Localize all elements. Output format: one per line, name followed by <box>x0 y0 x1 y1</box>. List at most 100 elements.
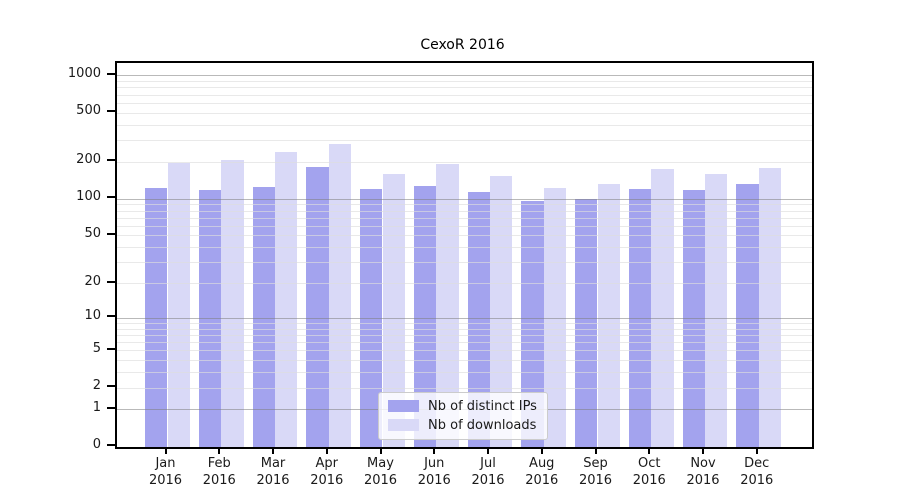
x-axis-tick-label: Aug 2016 <box>525 456 559 488</box>
y-axis-tick-label: 10 <box>84 308 101 324</box>
gridline-minor <box>117 334 812 336</box>
y-axis-tick-label: 5 <box>92 340 101 356</box>
x-axis-tick-label: Feb 2016 <box>202 456 236 488</box>
y-axis-tick <box>107 72 115 75</box>
x-axis-tick <box>325 447 328 454</box>
x-axis-tick-label: Oct 2016 <box>632 456 666 488</box>
bar-downloads <box>167 163 190 447</box>
gridline-minor <box>117 140 812 142</box>
y-axis-tick-label: 20 <box>84 273 101 289</box>
legend: Nb of distinct IPs Nb of downloads <box>378 392 548 440</box>
gridline-major <box>117 75 812 77</box>
gridline-minor <box>117 350 812 352</box>
gridline-minor <box>117 342 812 343</box>
bar-distinct-ips <box>736 183 759 447</box>
bar-downloads <box>490 175 513 447</box>
gridline-major <box>117 317 812 319</box>
bar-downloads <box>328 143 352 447</box>
x-axis-tick <box>272 447 274 454</box>
x-axis-tick <box>487 447 489 454</box>
y-axis-tick <box>107 159 115 162</box>
y-axis-tick-label: 500 <box>76 103 101 119</box>
x-axis-tick <box>702 447 704 454</box>
gridline-minor <box>117 262 812 264</box>
x-axis-tick-label: Dec 2016 <box>740 456 774 488</box>
gridline-major <box>117 198 812 200</box>
x-axis-tick <box>755 447 758 454</box>
bar-downloads <box>382 174 405 447</box>
gridline-minor <box>117 204 812 206</box>
gridline-minor <box>117 372 812 374</box>
x-axis-tick <box>218 447 221 454</box>
bar-downloads <box>436 164 459 447</box>
bar-downloads <box>651 169 674 447</box>
gridline-minor <box>117 87 812 89</box>
gridline-minor <box>117 210 812 212</box>
legend-item-downloads: Nb of downloads <box>388 417 537 433</box>
y-axis-tick <box>107 232 115 235</box>
x-axis-tick-label: Apr 2016 <box>310 456 344 488</box>
bar-downloads <box>275 152 298 447</box>
bar-distinct-ips <box>467 192 490 447</box>
legend-label-distinct-ips: Nb of distinct IPs <box>428 398 537 414</box>
y-axis-tick-label: 1 <box>92 399 101 415</box>
y-axis-tick-label: 0 <box>92 437 101 452</box>
legend-item-distinct-ips: Nb of distinct IPs <box>388 398 537 414</box>
y-axis-tick <box>107 347 115 350</box>
x-axis-tick-label: May 2016 <box>363 456 398 488</box>
gridline-minor <box>117 124 812 126</box>
y-axis-tick <box>107 315 115 318</box>
y-axis-tick <box>107 385 115 387</box>
x-axis-tick <box>379 447 382 454</box>
y-axis-tick <box>107 406 115 409</box>
bar-downloads <box>758 168 782 447</box>
bar-downloads <box>221 160 244 447</box>
x-axis-tick-label: Nov 2016 <box>686 456 720 488</box>
y-axis-tick-label: 1000 <box>67 65 101 81</box>
x-axis-tick-label: Mar 2016 <box>256 456 290 488</box>
legend-swatch-distinct-ips <box>388 400 419 412</box>
gridline-minor <box>117 102 812 104</box>
bar-distinct-ips <box>252 187 275 447</box>
x-axis-tick-label: Sep 2016 <box>578 456 613 488</box>
y-axis-tick-label: 50 <box>84 225 101 241</box>
y-axis-tick <box>107 280 115 283</box>
bar-distinct-ips <box>306 166 329 447</box>
x-axis-tick <box>594 447 597 454</box>
plot-area <box>115 61 814 449</box>
x-axis-tick-label: Jan 2016 <box>148 456 183 488</box>
gridline-minor <box>117 81 812 83</box>
x-axis-tick-label: Jun 2016 <box>417 456 451 488</box>
gridline-minor <box>117 225 812 227</box>
x-axis-tick <box>648 447 651 454</box>
y-axis-tick-label: 100 <box>76 189 101 205</box>
gridline-minor <box>117 387 812 389</box>
bar-downloads <box>543 188 567 447</box>
chart-title: CexoR 2016 <box>420 37 505 53</box>
x-axis-tick <box>433 447 436 454</box>
gridline-minor <box>117 360 812 362</box>
gridline-minor <box>117 94 812 96</box>
y-axis-tick-label: 2 <box>92 378 101 393</box>
legend-label-downloads: Nb of downloads <box>428 417 537 433</box>
bar-downloads <box>705 174 728 447</box>
gridline-minor <box>117 217 812 219</box>
gridline-minor <box>117 247 812 249</box>
x-axis-tick-label: Jul 2016 <box>471 456 505 488</box>
y-axis-tick <box>107 110 115 113</box>
legend-swatch-downloads <box>388 419 419 431</box>
y-axis-tick-label: 200 <box>76 152 101 168</box>
gridline-minor <box>117 328 812 330</box>
bar-distinct-ips <box>145 187 168 447</box>
gridline-minor <box>117 112 812 114</box>
y-axis-tick <box>107 444 115 446</box>
bar-distinct-ips <box>413 186 437 447</box>
gridline-minor <box>117 235 812 237</box>
bar-downloads <box>597 183 620 447</box>
y-axis-tick <box>107 196 115 199</box>
gridline-minor <box>117 283 812 284</box>
x-axis-tick <box>540 447 543 454</box>
gridline-minor <box>117 322 812 324</box>
x-axis-tick <box>164 447 167 454</box>
